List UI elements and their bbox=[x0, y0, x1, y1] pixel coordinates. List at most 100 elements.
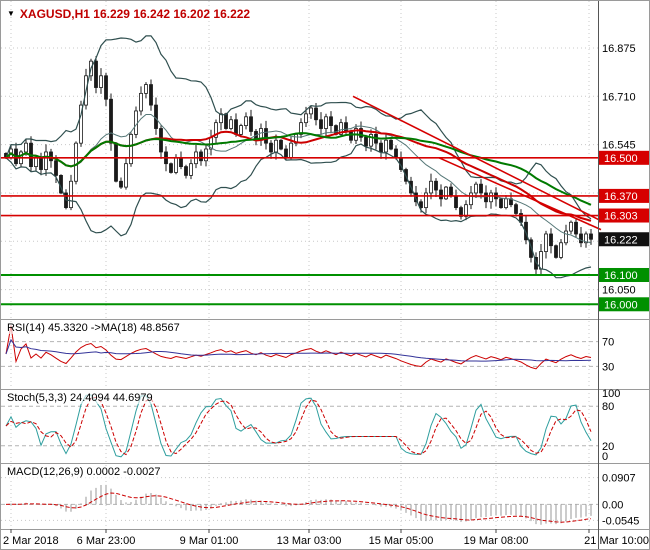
stoch-level-label: 0 bbox=[602, 451, 608, 463]
time-tick-label: 21 Mar 10:00 bbox=[584, 535, 649, 547]
price-tag[interactable] bbox=[599, 232, 649, 247]
price-tag[interactable] bbox=[599, 267, 649, 282]
price-tag[interactable] bbox=[599, 150, 649, 165]
price-tag[interactable] bbox=[599, 297, 649, 312]
ma-line bbox=[5, 132, 592, 206]
candle-body bbox=[564, 230, 568, 244]
symbol-period-label: XAGUSD,H1 bbox=[19, 7, 90, 21]
price-tick-label: 16.050 bbox=[602, 285, 636, 297]
candle-body bbox=[169, 163, 173, 173]
panel-separators bbox=[1, 319, 649, 530]
candle-body bbox=[104, 75, 108, 100]
candle-body bbox=[329, 116, 333, 126]
candle-body bbox=[369, 133, 373, 147]
time-tick-label: 15 Mar 05:00 bbox=[369, 535, 434, 547]
macd-indicator-label: MACD(12,26,9) 0.0002 -0.0027 bbox=[7, 466, 161, 478]
candle-body bbox=[119, 180, 123, 188]
time-tick-label: 9 Mar 01:00 bbox=[180, 535, 239, 547]
stoch-indicator-label: Stoch(5,3,3) 24.4094 44.6979 bbox=[7, 392, 153, 404]
candle-body bbox=[379, 142, 383, 153]
candle-body bbox=[314, 107, 318, 121]
stoch-d-line bbox=[5, 396, 592, 456]
stoch-k-line bbox=[5, 394, 592, 458]
candle-body bbox=[204, 148, 208, 162]
candle-body bbox=[44, 151, 48, 170]
price-tag[interactable] bbox=[599, 188, 649, 203]
candle-body bbox=[79, 104, 83, 144]
price-tag-label: 16.370 bbox=[604, 191, 638, 203]
macd-level-label: 0.0907 bbox=[602, 473, 636, 485]
candle-body bbox=[419, 201, 423, 209]
candle-body bbox=[584, 233, 588, 244]
candle-body bbox=[449, 186, 453, 197]
candle-body bbox=[589, 233, 593, 240]
candle-body bbox=[554, 245, 558, 258]
candle-body bbox=[444, 186, 448, 200]
candle-body bbox=[219, 113, 223, 124]
candle-body bbox=[384, 139, 388, 153]
bollinger-upper bbox=[5, 35, 592, 220]
time-tick-label: 6 Mar 23:00 bbox=[77, 535, 136, 547]
candle-body bbox=[139, 92, 143, 112]
candle-body bbox=[149, 84, 153, 106]
candle-body bbox=[459, 207, 463, 217]
time-axis: 2 Mar 2018 6 Mar 23:00 9 Mar 01:00 13 Mar 0… bbox=[3, 529, 649, 547]
candle-body bbox=[349, 131, 353, 141]
candle-body bbox=[144, 84, 148, 94]
moving-averages bbox=[5, 129, 592, 222]
macd-level-label: -0.0545 bbox=[602, 515, 639, 527]
candle-body bbox=[474, 183, 478, 194]
candle-body bbox=[214, 122, 218, 138]
candle-body bbox=[24, 142, 28, 153]
trend-line[interactable] bbox=[438, 157, 602, 231]
candle-body bbox=[234, 119, 238, 135]
price-tag[interactable] bbox=[599, 208, 649, 223]
candle-body bbox=[189, 163, 193, 176]
rsi-level-label: 70 bbox=[602, 337, 614, 349]
price-tag-label: 16.222 bbox=[604, 234, 638, 246]
candle-body bbox=[179, 157, 183, 168]
rsi-ma-line bbox=[5, 338, 592, 362]
candle-body bbox=[389, 139, 393, 150]
symbol-dropdown-icon[interactable]: ▼ bbox=[7, 9, 15, 18]
candle-body bbox=[569, 221, 573, 232]
candle-body bbox=[544, 233, 548, 252]
candle-body bbox=[269, 142, 273, 153]
price-tag-label: 16.500 bbox=[604, 153, 638, 165]
candle-body bbox=[414, 192, 418, 203]
chart-title: ▼ XAGUSD,H1 16.229 16.242 16.202 16.222 bbox=[7, 7, 250, 21]
candle-body bbox=[504, 198, 508, 209]
candle-body bbox=[249, 116, 253, 132]
price-tick-label: 16.710 bbox=[602, 91, 636, 103]
candle-body bbox=[304, 113, 308, 124]
candle-body bbox=[69, 180, 73, 209]
rsi-level-label: 30 bbox=[602, 361, 614, 373]
candle-body bbox=[299, 122, 303, 135]
candle-body bbox=[174, 157, 178, 173]
candle-body bbox=[324, 116, 328, 129]
candle-body bbox=[579, 233, 583, 244]
candle-body bbox=[94, 60, 98, 88]
candle-body bbox=[114, 142, 118, 182]
candle-body bbox=[284, 148, 288, 159]
price-tag-label: 16.303 bbox=[604, 211, 638, 223]
candle-body bbox=[289, 142, 293, 159]
time-tick-label: 13 Mar 03:00 bbox=[277, 535, 342, 547]
candle-body bbox=[574, 221, 578, 235]
candle-body bbox=[239, 125, 243, 135]
candle-body bbox=[229, 119, 233, 129]
candle-body bbox=[464, 204, 468, 217]
price-axis: 16.875 16.710 16.545 16.050 16.500 16.370 16.3… bbox=[598, 1, 649, 549]
candle-body bbox=[359, 128, 363, 138]
ohlc-values: 16.229 16.242 16.202 16.222 bbox=[93, 7, 251, 21]
candle-body bbox=[54, 160, 58, 176]
candle-body bbox=[499, 198, 503, 209]
candle-body bbox=[429, 180, 433, 194]
candle-body bbox=[424, 192, 428, 209]
stoch-level-label: 20 bbox=[602, 441, 614, 453]
candle-body bbox=[394, 148, 398, 159]
candle-body bbox=[129, 133, 133, 165]
